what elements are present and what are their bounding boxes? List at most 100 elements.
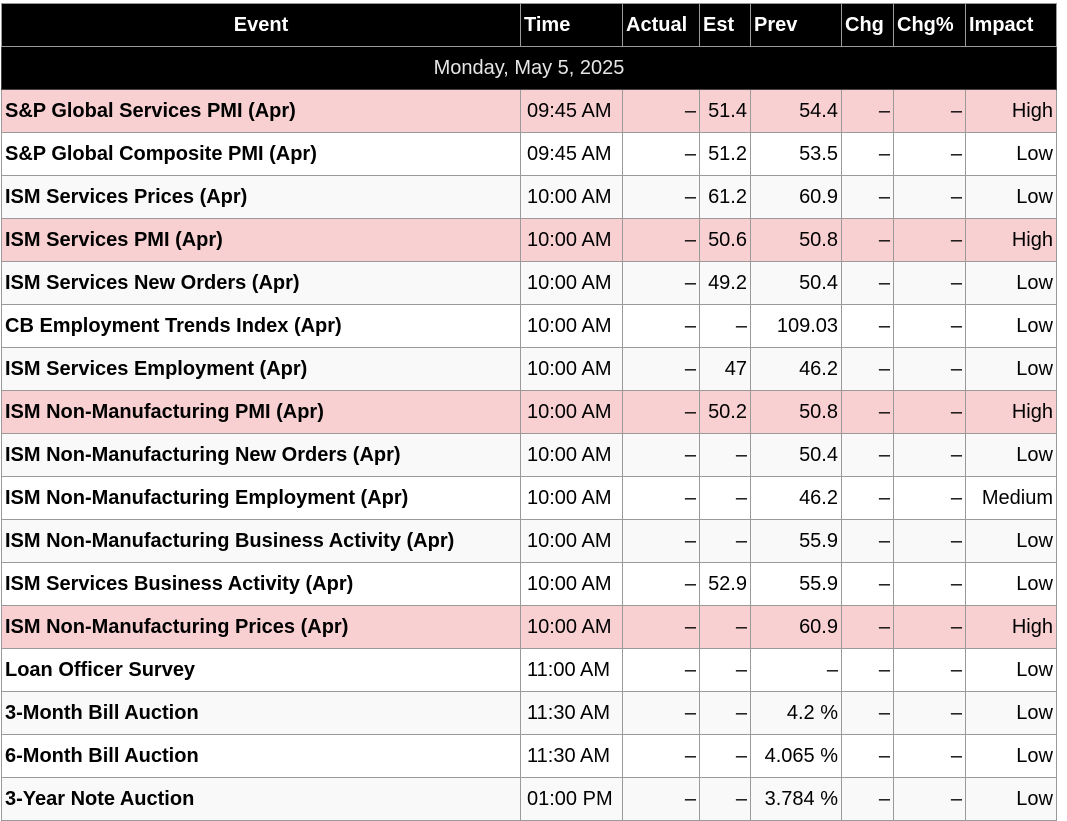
impact-label: Low bbox=[965, 648, 1057, 692]
impact-label: Low bbox=[965, 261, 1057, 305]
event-row[interactable]: ISM Services Employment (Apr) 10:00 AM – 47… bbox=[1, 347, 1057, 391]
previous-value: 109.03 bbox=[750, 304, 842, 348]
event-row[interactable]: ISM Services New Orders (Apr) 10:00 AM –49… bbox=[1, 261, 1057, 305]
event-name: 3-Month Bill Auction bbox=[1, 691, 521, 735]
estimate-value: 61.2 bbox=[699, 175, 751, 219]
change-value: – bbox=[841, 777, 894, 821]
previous-value: 60.9 bbox=[750, 175, 842, 219]
event-row[interactable]: ISM Services PMI (Apr) 10:00 AM –50.6 50.8–… bbox=[1, 218, 1057, 262]
impact-label: Low bbox=[965, 734, 1057, 778]
actual-value: – bbox=[622, 89, 700, 133]
estimate-value: 50.6 bbox=[699, 218, 751, 262]
event-time: 10:00 AM bbox=[520, 175, 623, 219]
event-name: ISM Non-Manufacturing Prices (Apr) bbox=[1, 605, 521, 649]
change-percent-value: – bbox=[893, 648, 966, 692]
actual-value: – bbox=[622, 433, 700, 477]
event-row[interactable]: 3-Year Note Auction 01:00 PM – –3.784 % – – Lo… bbox=[1, 777, 1057, 821]
event-row[interactable]: ISM Non-Manufacturing Employment (Apr) 10… bbox=[1, 476, 1057, 520]
change-percent-value: – bbox=[893, 476, 966, 520]
event-time: 11:30 AM bbox=[520, 691, 623, 735]
event-row[interactable]: ISM Non-Manufacturing New Orders (Apr) 10… bbox=[1, 433, 1057, 477]
previous-value: 50.8 bbox=[750, 218, 842, 262]
impact-label: High bbox=[965, 218, 1057, 262]
estimate-value: 52.9 bbox=[699, 562, 751, 606]
event-row[interactable]: ISM Services Prices (Apr) 10:00 AM –61.2 60… bbox=[1, 175, 1057, 219]
event-row[interactable]: 6-Month Bill Auction 11:30 AM – –4.065 % – – L… bbox=[1, 734, 1057, 778]
change-percent-value: – bbox=[893, 218, 966, 262]
event-time: 10:00 AM bbox=[520, 347, 623, 391]
actual-value: – bbox=[622, 132, 700, 176]
previous-value: 4.065 % bbox=[750, 734, 842, 778]
previous-value: – bbox=[750, 648, 842, 692]
estimate-value: – bbox=[699, 476, 751, 520]
change-value: – bbox=[841, 132, 894, 176]
event-time: 10:00 AM bbox=[520, 562, 623, 606]
estimate-value: – bbox=[699, 777, 751, 821]
previous-value: 4.2 % bbox=[750, 691, 842, 735]
impact-label: Low bbox=[965, 175, 1057, 219]
event-row[interactable]: S&P Global Services PMI (Apr) 09:45 AM –51… bbox=[1, 89, 1057, 133]
event-row[interactable]: S&P Global Composite PMI (Apr) 09:45 AM –5… bbox=[1, 132, 1057, 176]
previous-value: 50.4 bbox=[750, 433, 842, 477]
change-value: – bbox=[841, 347, 894, 391]
impact-label: Low bbox=[965, 519, 1057, 563]
impact-label: High bbox=[965, 390, 1057, 434]
change-percent-value: – bbox=[893, 519, 966, 563]
actual-value: – bbox=[622, 390, 700, 434]
event-time: 10:00 AM bbox=[520, 519, 623, 563]
event-name: ISM Services Business Activity (Apr) bbox=[1, 562, 521, 606]
event-row[interactable]: ISM Non-Manufacturing Business Activity … bbox=[1, 519, 1057, 563]
previous-value: 54.4 bbox=[750, 89, 842, 133]
event-name: S&P Global Services PMI (Apr) bbox=[1, 89, 521, 133]
actual-value: – bbox=[622, 691, 700, 735]
event-row[interactable]: ISM Services Business Activity (Apr) 10:0… bbox=[1, 562, 1057, 606]
impact-label: Medium bbox=[965, 476, 1057, 520]
event-row[interactable]: 3-Month Bill Auction 11:30 AM – –4.2 % – – Low bbox=[1, 691, 1057, 735]
event-time: 10:00 AM bbox=[520, 605, 623, 649]
change-value: – bbox=[841, 390, 894, 434]
estimate-value: – bbox=[699, 691, 751, 735]
change-value: – bbox=[841, 89, 894, 133]
change-value: – bbox=[841, 218, 894, 262]
event-row[interactable]: ISM Non-Manufacturing PMI (Apr) 10:00 AM –… bbox=[1, 390, 1057, 434]
event-time: 09:45 AM bbox=[520, 132, 623, 176]
change-value: – bbox=[841, 562, 894, 606]
estimate-value: – bbox=[699, 519, 751, 563]
actual-value: – bbox=[622, 476, 700, 520]
estimate-value: – bbox=[699, 734, 751, 778]
actual-value: – bbox=[622, 777, 700, 821]
impact-label: Low bbox=[965, 562, 1057, 606]
impact-label: Low bbox=[965, 433, 1057, 477]
column-header-time: Time bbox=[520, 3, 623, 47]
change-value: – bbox=[841, 175, 894, 219]
estimate-value: 47 bbox=[699, 347, 751, 391]
actual-value: – bbox=[622, 519, 700, 563]
date-row: Monday, May 5, 2025 bbox=[1, 46, 1057, 90]
event-name: ISM Services Employment (Apr) bbox=[1, 347, 521, 391]
event-name: ISM Non-Manufacturing PMI (Apr) bbox=[1, 390, 521, 434]
event-name: ISM Services New Orders (Apr) bbox=[1, 261, 521, 305]
header-row: Event Time Actual Est Prev Chg Chg% Impa… bbox=[1, 3, 1057, 47]
event-time: 10:00 AM bbox=[520, 476, 623, 520]
impact-label: Low bbox=[965, 691, 1057, 735]
event-time: 10:00 AM bbox=[520, 390, 623, 434]
previous-value: 50.8 bbox=[750, 390, 842, 434]
event-row[interactable]: CB Employment Trends Index (Apr) 10:00 AM… bbox=[1, 304, 1057, 348]
event-time: 10:00 AM bbox=[520, 304, 623, 348]
event-time: 10:00 AM bbox=[520, 433, 623, 477]
event-name: ISM Services PMI (Apr) bbox=[1, 218, 521, 262]
previous-value: 55.9 bbox=[750, 562, 842, 606]
event-row[interactable]: ISM Non-Manufacturing Prices (Apr) 10:00 … bbox=[1, 605, 1057, 649]
change-value: – bbox=[841, 433, 894, 477]
event-row[interactable]: Loan Officer Survey 11:00 AM – – – – – Low bbox=[1, 648, 1057, 692]
change-percent-value: – bbox=[893, 562, 966, 606]
column-header-prev: Prev bbox=[750, 3, 842, 47]
change-percent-value: – bbox=[893, 175, 966, 219]
column-header-actual: Actual bbox=[622, 3, 700, 47]
estimate-value: 50.2 bbox=[699, 390, 751, 434]
change-value: – bbox=[841, 261, 894, 305]
estimate-value: – bbox=[699, 605, 751, 649]
actual-value: – bbox=[622, 648, 700, 692]
change-percent-value: – bbox=[893, 734, 966, 778]
change-percent-value: – bbox=[893, 132, 966, 176]
